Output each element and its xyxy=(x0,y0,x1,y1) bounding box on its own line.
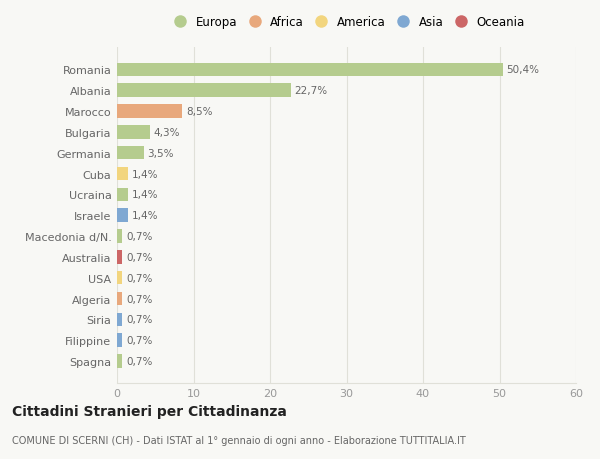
Bar xyxy=(117,292,122,306)
Text: 50,4%: 50,4% xyxy=(506,65,539,75)
Bar xyxy=(117,105,182,118)
Bar xyxy=(117,84,290,98)
Bar xyxy=(117,230,122,243)
Text: 8,5%: 8,5% xyxy=(186,107,212,117)
Text: 4,3%: 4,3% xyxy=(154,128,180,138)
Text: 0,7%: 0,7% xyxy=(126,252,152,262)
Bar xyxy=(117,168,128,181)
Bar xyxy=(117,334,122,347)
Bar xyxy=(117,126,150,140)
Bar xyxy=(117,354,122,368)
Bar xyxy=(117,313,122,326)
Text: 22,7%: 22,7% xyxy=(295,86,328,96)
Text: 1,4%: 1,4% xyxy=(131,211,158,221)
Text: 0,7%: 0,7% xyxy=(126,294,152,304)
Text: 0,7%: 0,7% xyxy=(126,273,152,283)
Bar xyxy=(117,146,144,160)
Text: 1,4%: 1,4% xyxy=(131,190,158,200)
Text: 3,5%: 3,5% xyxy=(148,148,174,158)
Legend: Europa, Africa, America, Asia, Oceania: Europa, Africa, America, Asia, Oceania xyxy=(166,14,527,32)
Text: 0,7%: 0,7% xyxy=(126,356,152,366)
Bar xyxy=(117,188,128,202)
Bar xyxy=(117,271,122,285)
Text: Cittadini Stranieri per Cittadinanza: Cittadini Stranieri per Cittadinanza xyxy=(12,404,287,419)
Text: 0,7%: 0,7% xyxy=(126,336,152,346)
Bar xyxy=(117,251,122,264)
Text: COMUNE DI SCERNI (CH) - Dati ISTAT al 1° gennaio di ogni anno - Elaborazione TUT: COMUNE DI SCERNI (CH) - Dati ISTAT al 1°… xyxy=(12,435,466,445)
Text: 0,7%: 0,7% xyxy=(126,231,152,241)
Bar xyxy=(117,209,128,223)
Text: 1,4%: 1,4% xyxy=(131,169,158,179)
Bar xyxy=(117,63,503,77)
Text: 0,7%: 0,7% xyxy=(126,315,152,325)
